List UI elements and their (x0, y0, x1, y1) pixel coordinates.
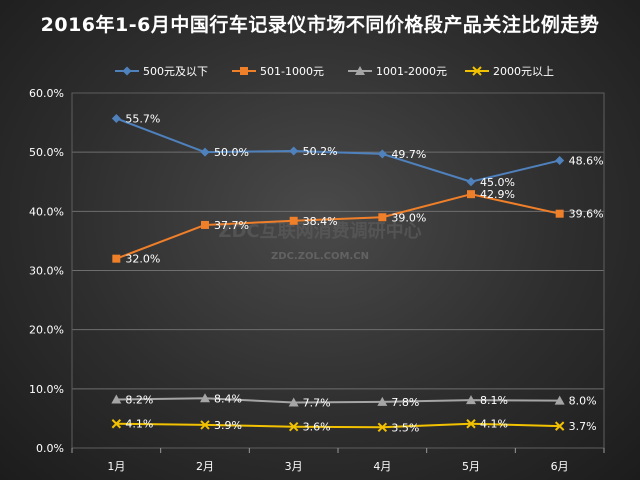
data-point (554, 395, 565, 405)
data-label: 50.2% (303, 145, 338, 158)
data-point (554, 421, 565, 431)
legend-label: 2000元以上 (493, 65, 554, 78)
legend-marker (122, 66, 132, 76)
x-tick-label: 1月 (107, 460, 125, 473)
data-point (466, 177, 476, 187)
data-label: 3.9% (214, 419, 242, 432)
watermark-url: ZDC.ZOL.COM.CN (271, 251, 369, 262)
data-label: 3.6% (303, 421, 331, 434)
data-point (555, 155, 565, 165)
y-tick-label: 0.0% (36, 442, 64, 455)
data-label: 3.5% (391, 421, 419, 434)
legend-marker (355, 66, 365, 75)
data-point (555, 209, 564, 218)
series-line-2 (115, 193, 560, 260)
data-point (377, 149, 387, 159)
data-label: 42.9% (480, 188, 515, 201)
data-label: 39.0% (391, 211, 426, 224)
legend-marker (240, 67, 248, 75)
data-point (378, 213, 387, 222)
legend-marker (472, 66, 482, 76)
x-tick-label: 6月 (551, 460, 569, 473)
data-label: 55.7% (125, 112, 160, 125)
data-label: 8.0% (569, 395, 597, 408)
data-point (200, 420, 210, 430)
series-line-1 (115, 117, 560, 183)
data-point (466, 395, 476, 405)
x-tick-label: 2月 (196, 460, 214, 473)
data-label: 38.4% (303, 215, 338, 228)
data-point (200, 147, 210, 157)
y-tick-label: 50.0% (29, 146, 64, 159)
chart-title: 2016年1-6月中国行车记录仪市场不同价格段产品关注比例走势 (40, 14, 600, 36)
data-label: 48.6% (569, 154, 604, 167)
data-label: 4.1% (125, 418, 153, 431)
data-point (200, 393, 210, 403)
y-tick-label: 30.0% (29, 265, 64, 278)
data-label: 8.1% (480, 394, 508, 407)
data-point (289, 216, 298, 225)
data-point (467, 190, 475, 199)
data-point (377, 422, 388, 432)
data-label: 3.7% (569, 420, 597, 433)
series-line-3 (116, 397, 560, 404)
data-point (288, 421, 299, 432)
data-label: 7.8% (391, 396, 419, 409)
data-label: 8.2% (125, 393, 153, 406)
y-tick-label: 20.0% (29, 324, 64, 337)
x-tick-label: 5月 (462, 460, 480, 473)
data-point (289, 146, 299, 156)
data-point (111, 419, 122, 429)
legend-label: 1001-2000元 (376, 65, 447, 78)
data-point (201, 220, 209, 229)
data-label: 49.7% (391, 148, 426, 161)
data-label: 45.0% (480, 176, 515, 189)
data-label: 4.1% (480, 418, 508, 431)
data-label: 39.6% (569, 208, 604, 221)
legend-label: 500元及以下 (143, 65, 208, 78)
data-label: 32.0% (125, 253, 160, 266)
x-tick-label: 3月 (285, 460, 303, 473)
data-point (111, 113, 121, 123)
data-point (466, 419, 476, 429)
y-tick-label: 40.0% (29, 205, 64, 218)
x-tick-label: 4月 (373, 460, 391, 473)
data-point (288, 397, 299, 407)
watermark-text: ZDC互联网消费调研中心 (218, 220, 421, 242)
series-line-4 (116, 422, 560, 429)
data-point (377, 396, 388, 406)
y-tick-label: 10.0% (29, 383, 64, 396)
data-label: 50.0% (214, 146, 249, 159)
data-point (111, 394, 122, 404)
data-label: 37.7% (214, 219, 249, 232)
data-point (112, 254, 121, 263)
y-tick-label: 60.0% (29, 87, 64, 100)
legend-label: 501-1000元 (260, 65, 324, 78)
data-label: 8.4% (214, 392, 242, 405)
data-label: 7.7% (303, 396, 331, 409)
